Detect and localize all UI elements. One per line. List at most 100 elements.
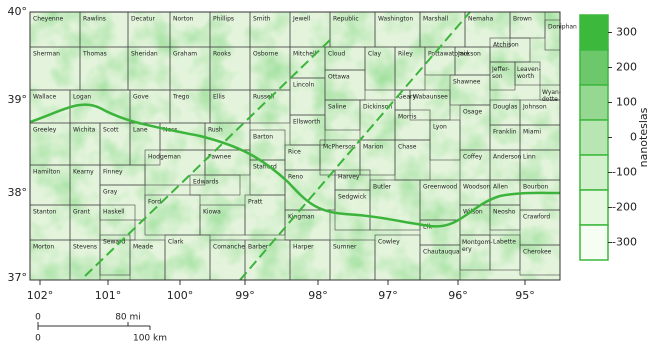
colorbar-tick-label: 100 (616, 96, 637, 109)
county-label: Riley (398, 51, 413, 58)
county-label: Lane (133, 127, 148, 134)
county-label: Chautauqua (423, 249, 460, 256)
county-label: Reno (288, 174, 303, 181)
county-label: Montgom-ery (462, 239, 493, 253)
latitude-label: 39° (8, 93, 28, 106)
latitude-label: 37° (8, 271, 28, 284)
colorbar-swatch (579, 84, 609, 121)
county-label: Stafford (253, 164, 277, 171)
colorbar-label: nanoteslas (637, 107, 650, 167)
county-label: Allen (493, 184, 508, 191)
county-label: Hamilton (33, 169, 60, 176)
county-label: Cloud (328, 51, 345, 58)
anomaly-lineament (84, 39, 331, 277)
county-label: Gove (133, 94, 149, 101)
county-label: Leaven-worth (517, 66, 541, 80)
colorbar-swatch (579, 49, 609, 86)
county-label: Geary (398, 94, 416, 101)
county-label: Coffey (463, 154, 483, 161)
county-label: Ottawa (328, 74, 350, 81)
colorbar-swatch (579, 119, 609, 156)
colorbar-tick-label: -300 (612, 236, 637, 249)
county-label: Bourbon (523, 184, 549, 191)
county-label: Meade (133, 244, 153, 251)
county-label: Atchison (493, 42, 519, 49)
county-label: Jackson (457, 51, 481, 58)
county-label: Dickinson (363, 104, 392, 111)
county-label: Cowley (378, 239, 400, 246)
anomaly-trend (29, 103, 561, 228)
county-label: Haskell (103, 209, 125, 216)
county-label: Johnson (522, 104, 547, 111)
county-label: Logan (73, 94, 91, 101)
county-label: Crawford (523, 214, 550, 221)
county-label: Republic (333, 16, 359, 23)
county-label: Cherokee (523, 249, 552, 256)
county-label: Comanche (213, 244, 245, 251)
county-label: Trego (172, 94, 190, 101)
county-label: Barber (248, 244, 269, 251)
county-label: Jewell (292, 16, 311, 23)
county-label: Scott (103, 127, 119, 134)
county-label: Wabaunsee (413, 94, 448, 101)
county-label: Rice (288, 149, 301, 156)
county-label: Edwards (193, 179, 218, 186)
county-label: Hodgeman (148, 154, 181, 161)
scale-label: 80 mi (115, 313, 141, 323)
county-label: Cheyenne (33, 16, 64, 23)
county-label: Decatur (131, 16, 155, 23)
county-label: Osborne (253, 51, 278, 58)
county-label: Morris (398, 114, 416, 121)
longitude-label: 97° (378, 289, 398, 302)
county-label: Linn (523, 154, 536, 161)
scale-bar: 0 80 mi 0 100 km (35, 313, 167, 344)
county-label: Greenwood (423, 184, 457, 191)
longitude-label: 102° (27, 289, 54, 302)
county-label: Morton (33, 244, 54, 251)
county-label: Franklin (493, 129, 517, 136)
county-label: Harper (293, 244, 314, 251)
anomaly-lineament (239, 11, 471, 281)
county-label: Shawnee (453, 79, 481, 86)
county (334, 189, 371, 231)
colorbar-tick-label: 300 (616, 26, 637, 39)
latitude-label: 40° (8, 5, 28, 18)
county-label: Sherman (33, 51, 60, 58)
colorbar-swatch (579, 189, 609, 226)
longitude-label: 96° (448, 289, 468, 302)
county-label: Chase (398, 144, 417, 151)
map-frame (29, 11, 561, 281)
county-label: Mitchell (293, 51, 317, 58)
county-label: Rush (208, 127, 223, 134)
county-label: Wichita (73, 127, 96, 134)
county-label: Stanton (33, 209, 57, 216)
county-label: Ellsworth (293, 119, 321, 126)
county-label: Elk (423, 224, 432, 231)
county-label: Rawlins (83, 16, 106, 23)
county-label: Miami (523, 129, 541, 136)
colorbar-tick-label: 0 (630, 131, 637, 144)
county-label: Norton (173, 16, 194, 23)
county-label: Wyan-dotte (542, 89, 561, 103)
county (99, 204, 136, 241)
county-label: Kiowa (203, 209, 221, 216)
colorbar-tick-label: -100 (612, 166, 637, 179)
county-label: Osage (463, 109, 482, 116)
county-label: Greeley (33, 127, 57, 134)
county-label: Barton (253, 134, 273, 141)
county-label: Lincoln (293, 82, 314, 89)
county-label: Kingman (288, 214, 315, 221)
county-label: Lyon (433, 124, 447, 131)
scale-label: 0 (35, 334, 41, 344)
county-label: Smith (253, 16, 271, 23)
county-label: Labette (493, 239, 516, 246)
colorbar: 300 200 100 0 -100 -200 -300 nanoteslas (579, 14, 650, 261)
county-label: Sedgwick (338, 194, 367, 201)
colorbar-tick-label: 200 (616, 61, 637, 74)
longitude-label: 100° (167, 289, 194, 302)
longitude-label: 98° (308, 289, 328, 302)
county-label: Nemaha (468, 16, 494, 23)
county-label: Marshall (423, 16, 449, 23)
county-label: Pratt (248, 199, 263, 206)
